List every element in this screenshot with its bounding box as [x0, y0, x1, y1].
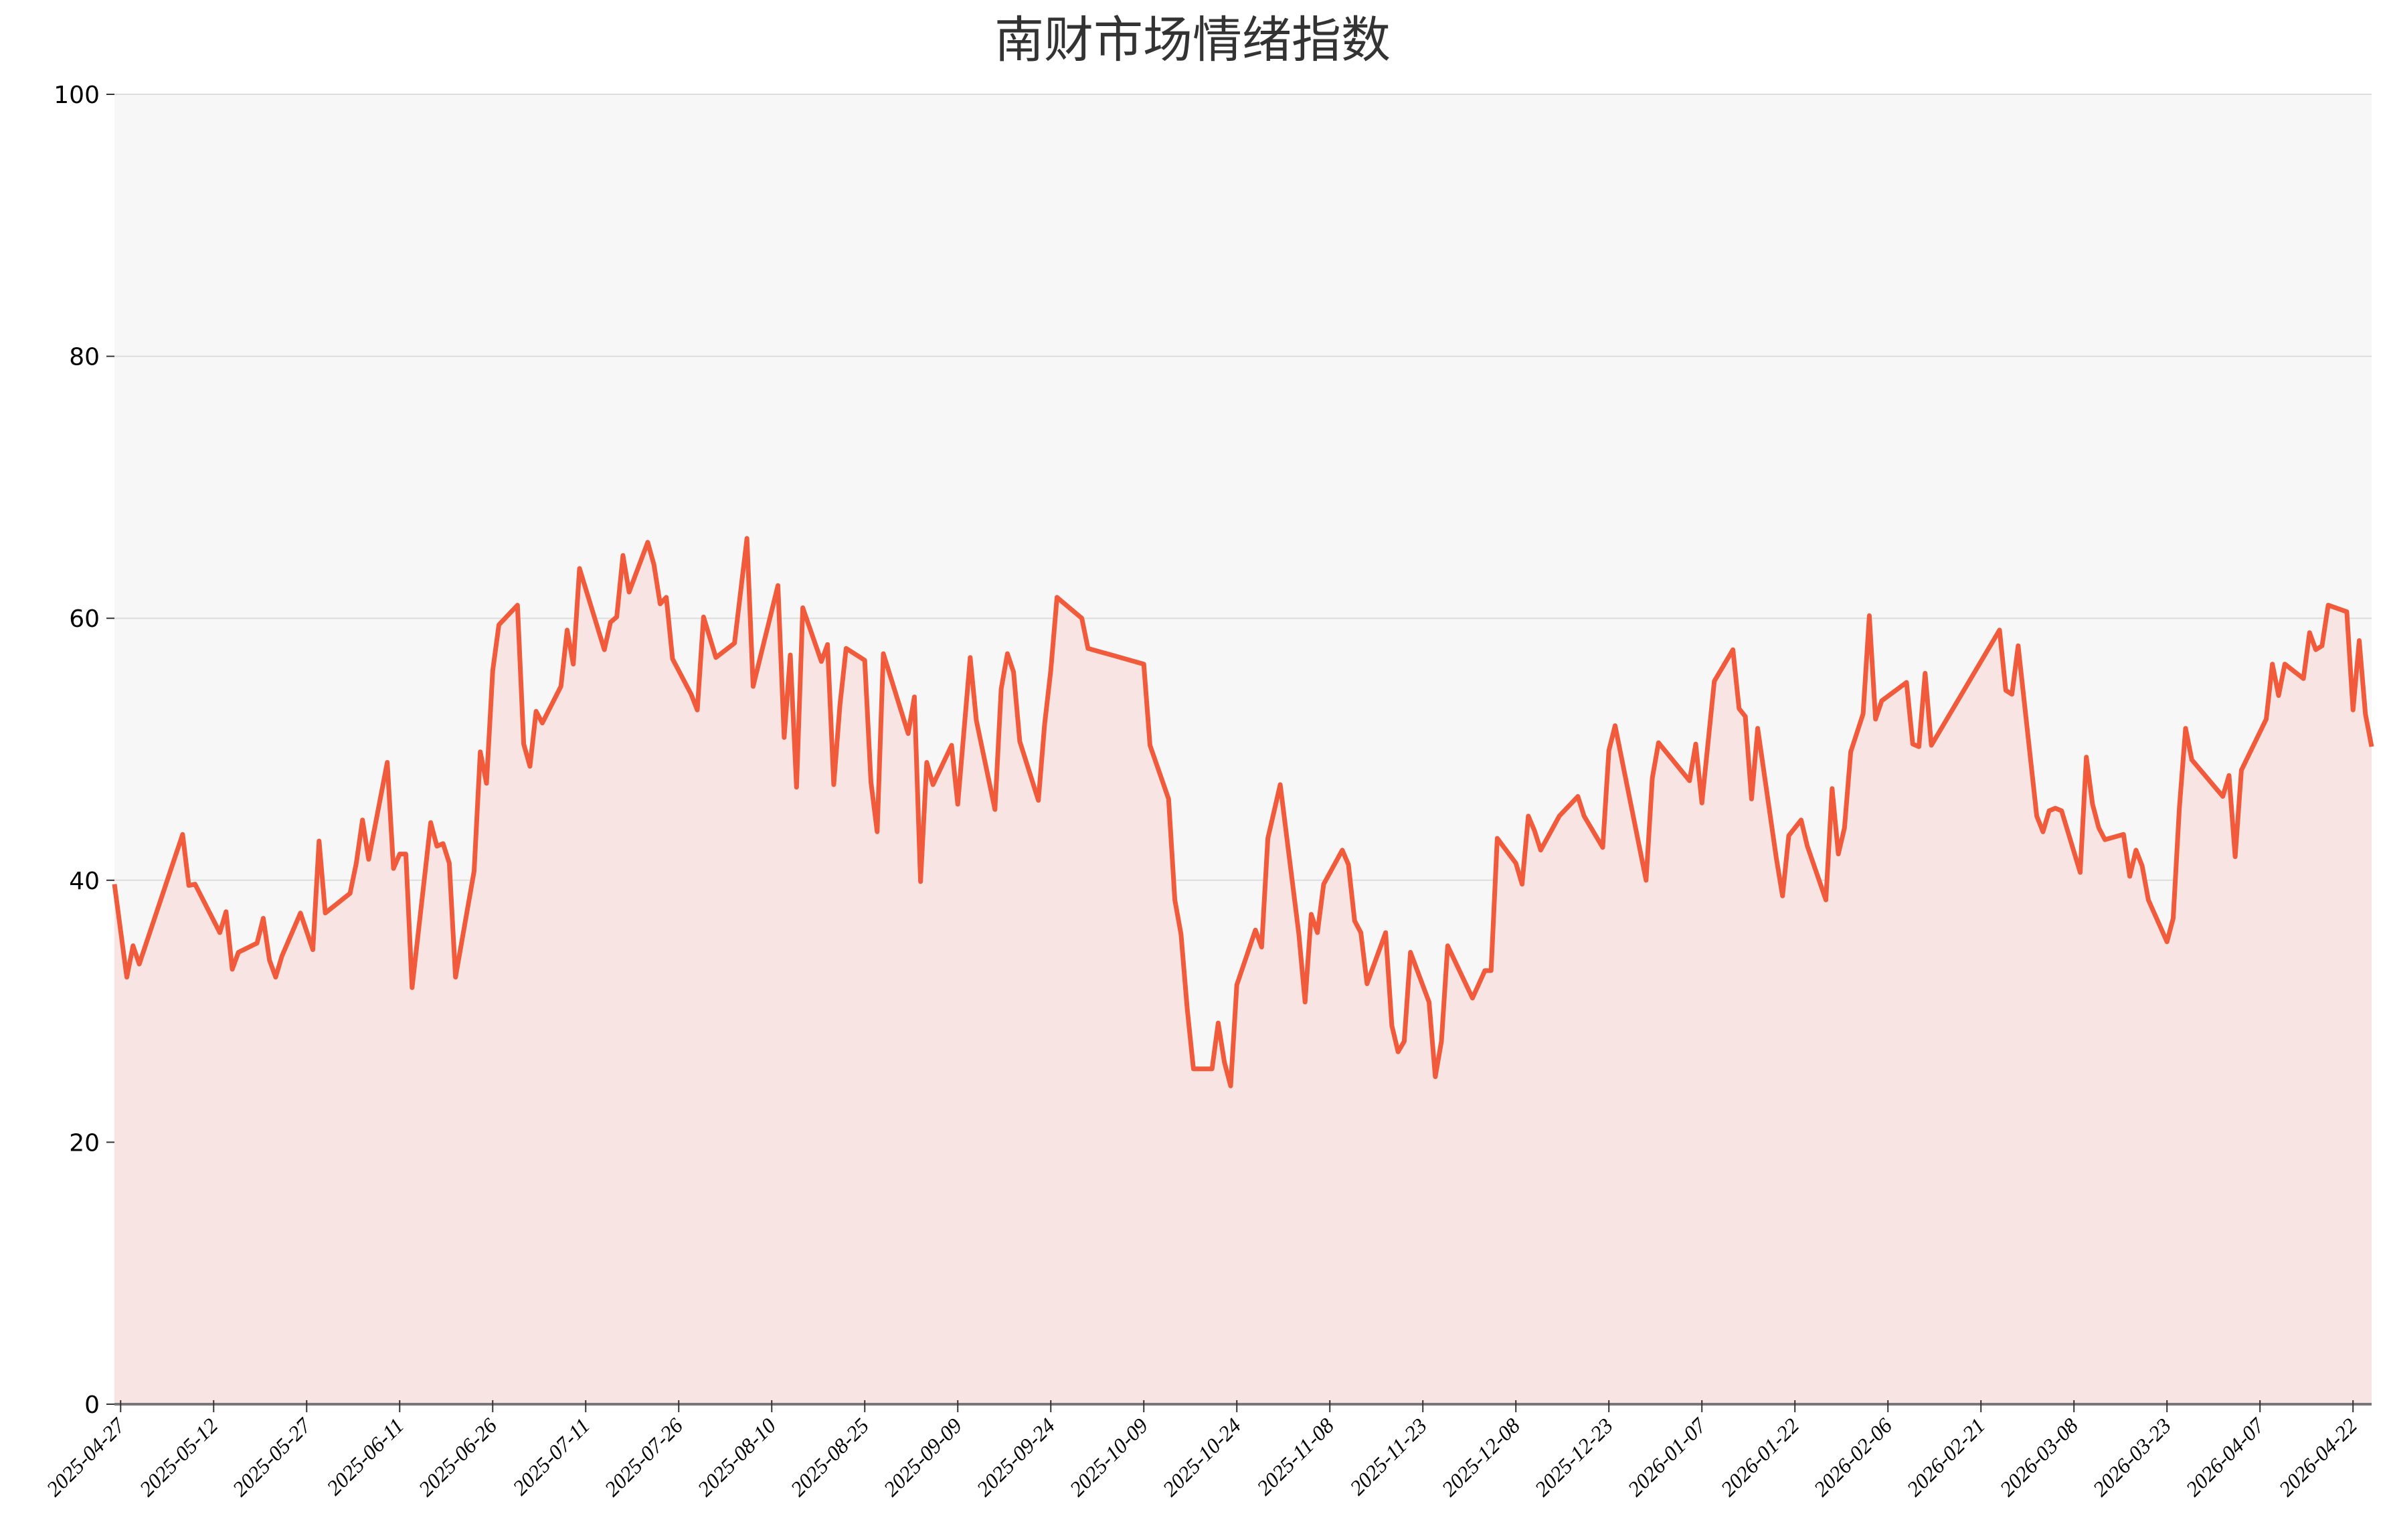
x-tick-label: 2025-09-24: [972, 1413, 1059, 1501]
x-tick-label: 2025-06-11: [322, 1413, 408, 1499]
x-tick-label: 2025-12-23: [1530, 1413, 1617, 1501]
x-tick-label: 2026-02-21: [1902, 1413, 1990, 1501]
y-tick-label: 20: [69, 1129, 100, 1157]
x-tick-label: 2026-04-22: [2274, 1413, 2362, 1501]
x-tick-label: 2025-09-09: [879, 1413, 966, 1501]
x-tick-label: 2025-07-26: [600, 1413, 687, 1501]
x-tick-label: 2026-03-08: [1995, 1413, 2083, 1501]
x-tick-label: 2026-04-07: [2181, 1412, 2269, 1501]
x-tick-label: 2025-11-08: [1252, 1413, 1338, 1499]
x-tick-label: 2025-08-10: [693, 1413, 780, 1501]
y-tick-label: 80: [69, 344, 100, 371]
x-tick-label: 2025-10-24: [1158, 1413, 1245, 1501]
chart-title: 南财市场情绪指数: [994, 11, 1391, 69]
x-tick-label: 2025-10-09: [1065, 1413, 1152, 1501]
x-tick-label: 2025-12-08: [1437, 1413, 1524, 1501]
y-tick-label: 0: [84, 1391, 100, 1419]
x-axis-ticks: 2025-04-27 2025-05-12 2025-05-27 2025-06-11…: [41, 1400, 2362, 1501]
x-tick-label: 2025-08-25: [786, 1413, 873, 1501]
y-axis-ticks: 0 20 40 60 80 100: [54, 82, 114, 1419]
x-tick-label: 2025-04-27: [41, 1412, 130, 1501]
x-tick-label: 2025-11-23: [1345, 1413, 1431, 1499]
y-tick-label: 40: [69, 868, 100, 895]
x-tick-label: 2025-05-27: [228, 1412, 316, 1501]
x-tick-label: 2026-03-23: [2088, 1413, 2176, 1501]
x-tick-label: 2026-02-06: [1809, 1413, 1896, 1501]
y-tick-label: 100: [54, 82, 100, 109]
x-tick-label: 2025-05-12: [135, 1413, 222, 1501]
x-tick-label: 2026-01-07: [1623, 1412, 1711, 1501]
x-tick-label: 2025-06-26: [414, 1413, 501, 1501]
y-tick-label: 60: [69, 605, 100, 633]
data-points: [114, 538, 2372, 1086]
x-tick-label: 2026-01-22: [1716, 1413, 1803, 1501]
x-tick-label: 2025-07-11: [508, 1413, 594, 1499]
